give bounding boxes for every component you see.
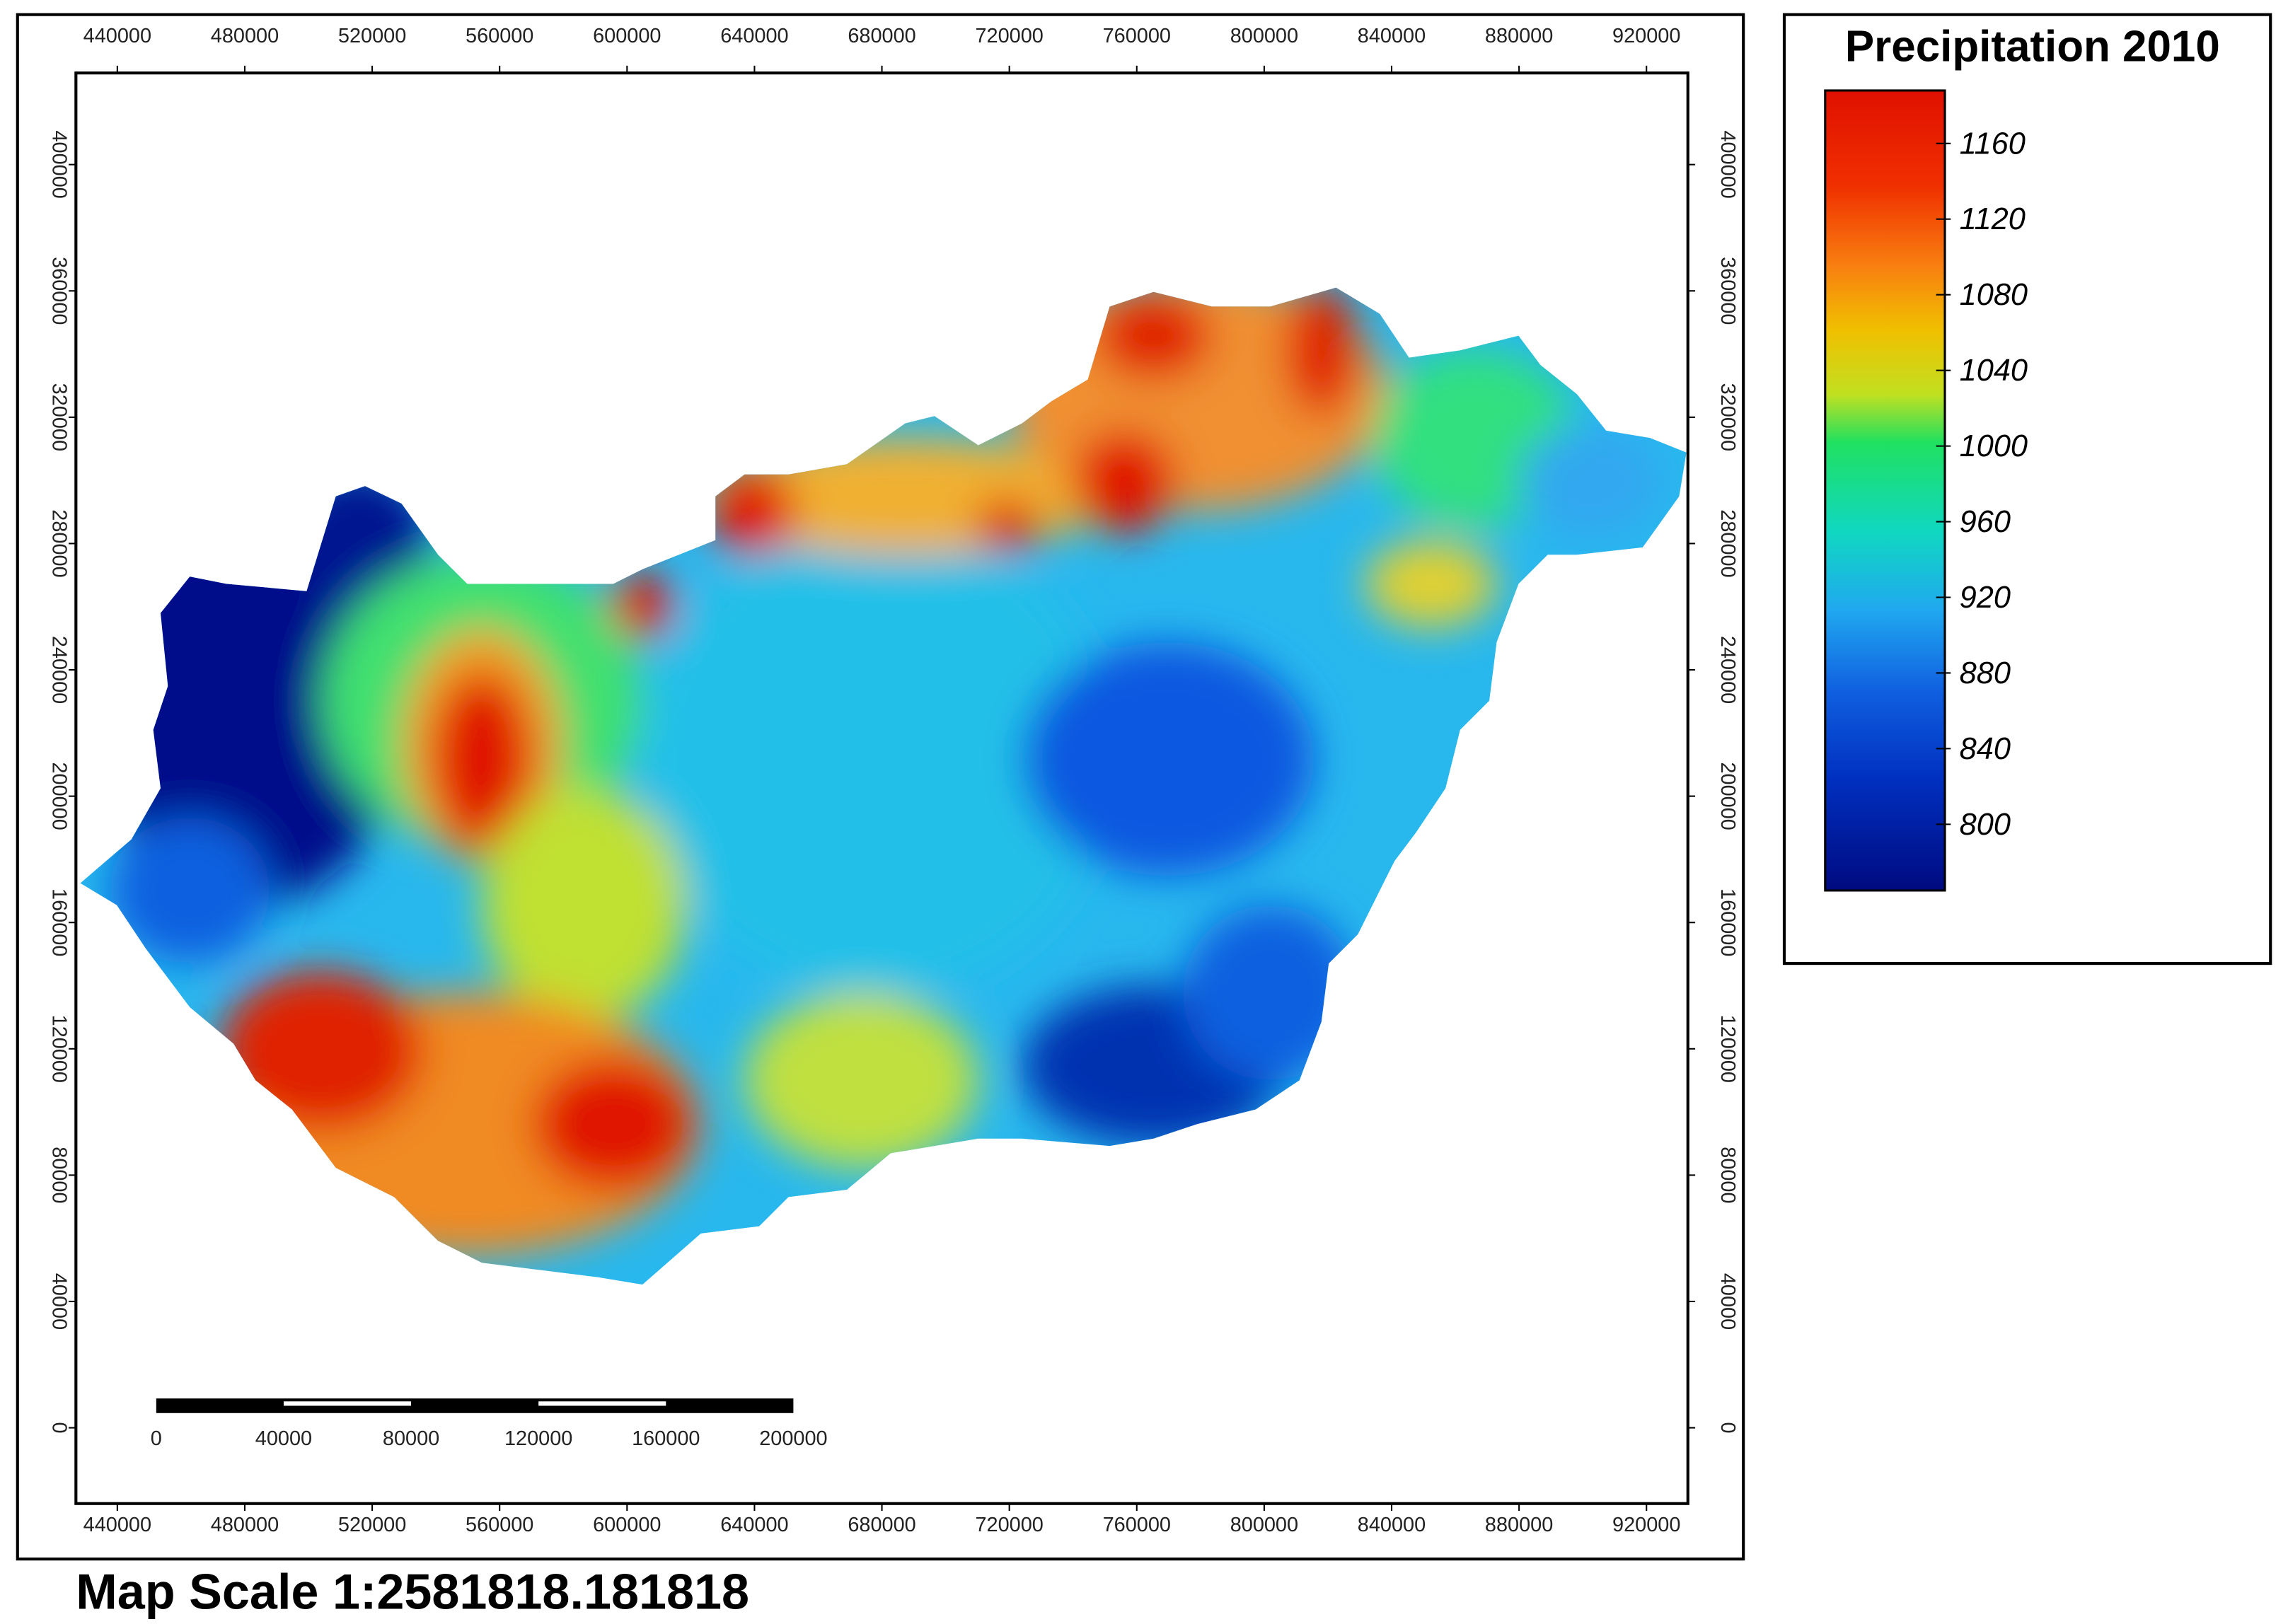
- scale-bar-segment: [283, 1401, 412, 1406]
- scale-bar-label: 160000: [632, 1427, 700, 1450]
- y-tick-label: 360000: [47, 257, 70, 325]
- y-tick-label: 320000: [1716, 383, 1739, 451]
- y-tick-label: 160000: [1716, 888, 1739, 956]
- x-tick-label: 760000: [1103, 1514, 1171, 1536]
- x-tick-label: 600000: [593, 1514, 661, 1536]
- legend-tick-label: 920: [1960, 581, 2011, 615]
- x-tick-label: 440000: [83, 25, 151, 47]
- legend-tick-label: 1160: [1960, 127, 2026, 161]
- y-tick-label: 240000: [1716, 636, 1739, 704]
- x-tick-label: 720000: [975, 1514, 1043, 1536]
- x-tick-label: 640000: [720, 1514, 788, 1536]
- legend-tick-label: 840: [1960, 732, 2011, 766]
- legend-tick-label: 1040: [1960, 354, 2028, 388]
- y-tick-label: 280000: [1716, 509, 1739, 577]
- y-tick-label: 120000: [1716, 1015, 1739, 1083]
- legend-tick-label: 960: [1960, 505, 2011, 539]
- legend-tick-label: 880: [1960, 656, 2011, 690]
- y-tick-label: 360000: [1716, 257, 1739, 325]
- legend-tick-label: 800: [1960, 808, 2011, 842]
- x-tick-label: 880000: [1485, 25, 1553, 47]
- y-tick-label: 0: [47, 1422, 70, 1434]
- x-tick-label: 520000: [338, 25, 406, 47]
- x-tick-label: 520000: [338, 1514, 406, 1536]
- x-tick-label: 840000: [1358, 1514, 1426, 1536]
- x-tick-label: 920000: [1612, 25, 1680, 47]
- scale-bar: [156, 1398, 794, 1413]
- x-tick-label: 600000: [593, 25, 661, 47]
- x-tick-label: 480000: [211, 25, 279, 47]
- y-tick-label: 200000: [47, 762, 70, 830]
- x-tick-label: 680000: [848, 25, 915, 47]
- y-tick-label: 240000: [47, 636, 70, 704]
- scale-bar-label: 0: [151, 1427, 162, 1450]
- scale-bar-label: 80000: [383, 1427, 439, 1450]
- x-tick-label: 840000: [1358, 25, 1426, 47]
- x-tick-label: 880000: [1485, 1514, 1553, 1536]
- y-tick-label: 400000: [1716, 130, 1739, 198]
- y-tick-label: 320000: [47, 383, 70, 451]
- y-tick-label: 200000: [1716, 762, 1739, 830]
- scale-bar-label: 40000: [255, 1427, 312, 1450]
- x-tick-label: 720000: [975, 25, 1043, 47]
- legend-tick-label: 1120: [1960, 202, 2026, 236]
- x-tick-label: 680000: [848, 1514, 915, 1536]
- legend-title: Precipitation 2010: [1845, 23, 2220, 71]
- x-tick-label: 640000: [720, 25, 788, 47]
- scale-bar-label: 120000: [504, 1427, 572, 1450]
- y-tick-label: 280000: [47, 509, 70, 577]
- y-tick-label: 0: [1716, 1422, 1739, 1434]
- x-tick-label: 440000: [83, 1514, 151, 1536]
- legend-tick-label: 1000: [1960, 429, 2028, 463]
- y-tick-label: 80000: [1716, 1147, 1739, 1203]
- y-tick-label: 160000: [47, 888, 70, 956]
- y-tick-label: 40000: [1716, 1273, 1739, 1330]
- y-tick-label: 120000: [47, 1015, 70, 1083]
- legend-tick-label: 1080: [1960, 278, 2028, 312]
- y-tick-label: 400000: [47, 130, 70, 198]
- scale-bar-segment: [538, 1401, 666, 1406]
- scale-bar-label: 200000: [759, 1427, 827, 1450]
- y-tick-label: 40000: [47, 1273, 70, 1330]
- x-tick-label: 800000: [1230, 1514, 1298, 1536]
- x-tick-label: 760000: [1103, 25, 1171, 47]
- x-tick-label: 560000: [466, 25, 533, 47]
- map-scale-text: Map Scale 1:2581818.181818: [76, 1563, 749, 1619]
- x-tick-label: 920000: [1612, 1514, 1680, 1536]
- y-tick-label: 80000: [47, 1147, 70, 1203]
- x-tick-label: 560000: [466, 1514, 533, 1536]
- legend-colorbar: [1824, 89, 1946, 892]
- x-tick-label: 800000: [1230, 25, 1298, 47]
- x-tick-label: 480000: [211, 1514, 279, 1536]
